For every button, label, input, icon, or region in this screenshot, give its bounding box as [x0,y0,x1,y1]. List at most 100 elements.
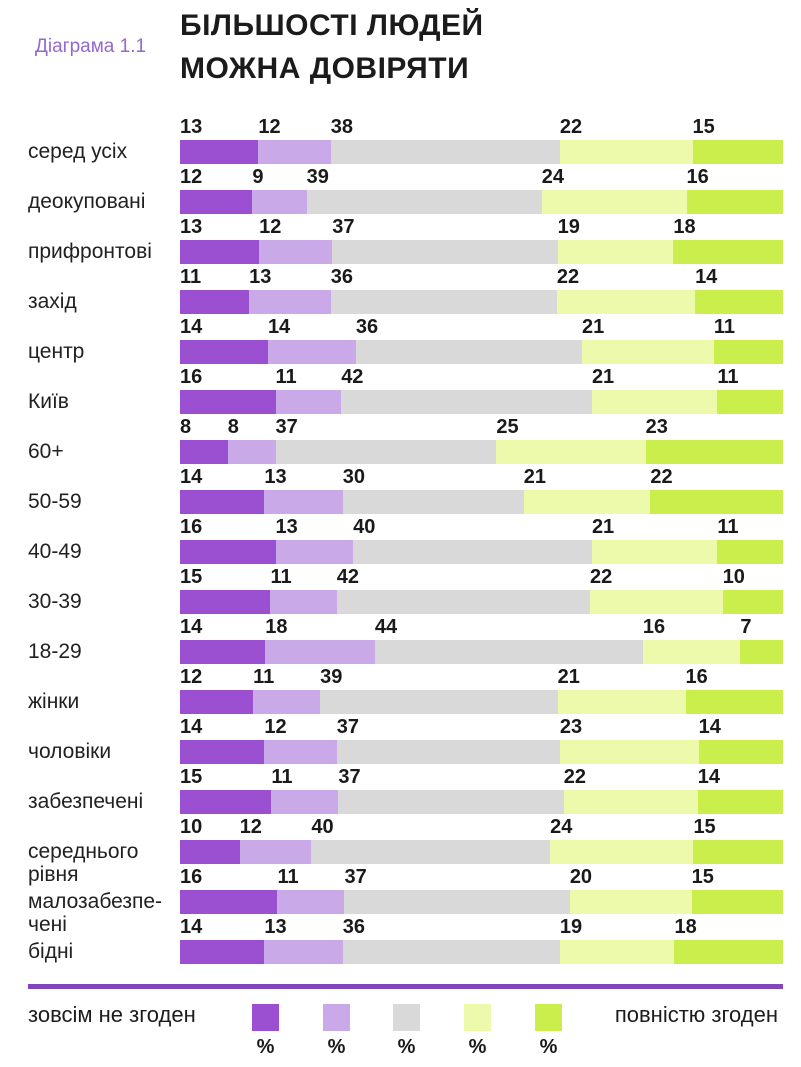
value-label: 20 [569,866,593,888]
value-label: 30 [342,466,366,488]
row-label: бідні [28,940,74,963]
bar-segment-2 [252,190,307,214]
bar-segment-2 [227,440,276,464]
value-label: 15 [180,566,203,588]
bar-segment-4 [582,340,714,364]
chart-row-6: Київ 16 11 42 21 11 [0,365,801,415]
value-label: 18 [265,616,288,638]
value-label: 39 [306,166,329,188]
bar-segment-2 [270,590,337,614]
bar-segment-3 [342,490,524,514]
value-label: 12 [258,116,281,138]
bar-segment-4 [591,390,718,414]
row-label: прифронтові [28,240,152,263]
value-label: 36 [330,266,353,288]
value-label: 15 [691,866,714,888]
value-label: 21 [557,666,580,688]
chart-row-7: 60+ 8 8 37 25 23 [0,415,801,465]
stacked-bar [180,940,783,964]
value-label: 42 [336,566,360,588]
bar-segment-3 [338,790,564,814]
value-label: 12 [180,666,203,688]
bar-segment-2 [265,640,375,664]
value-label: 13 [249,266,272,288]
bar-segment-2 [264,740,337,764]
bar-segment-4 [541,190,687,214]
value-label: 16 [685,666,708,688]
value-label: 21 [591,516,615,538]
legend-percent-label: % [468,1036,487,1058]
bar-segment-3 [355,340,582,364]
value-label: 14 [698,716,721,738]
stacked-bar [180,290,783,314]
value-label: 37 [332,216,355,238]
stacked-bar [180,790,783,814]
value-label: 44 [374,616,398,638]
value-label: 22 [559,116,583,138]
bar-segment-1 [180,790,272,814]
stacked-bar [180,890,783,914]
value-label: 14 [180,616,203,638]
stacked-bar [180,340,783,364]
value-label: 25 [496,416,519,438]
row-value-labels: 14 13 30 21 22 [180,465,783,489]
value-label: 14 [267,316,291,338]
bar-segment-3 [336,740,560,764]
value-label: 36 [355,316,379,338]
bar-segment-5 [686,190,783,214]
bar-segment-3 [336,590,591,614]
bar-segment-5 [674,940,783,964]
stacked-bar [180,590,783,614]
value-label: 12 [259,216,282,238]
legend-swatch-4 [464,1004,491,1031]
bar-segment-1 [180,690,254,714]
value-label: 11 [713,316,736,338]
value-label: 9 [252,166,264,188]
bar-segment-3 [374,640,643,664]
bar-segment-3 [332,240,558,264]
bar-segment-5 [717,540,783,564]
value-label: 22 [563,766,586,788]
value-label: 12 [264,716,287,738]
legend-swatch-2 [323,1004,350,1031]
row-label: середнього рівня [28,840,139,886]
row-label: забезпечені [28,790,144,813]
bar-segment-1 [180,740,265,764]
chart-row-3: прифронтові 13 12 37 19 18 [0,215,801,265]
value-label: 18 [674,916,697,938]
value-label: 11 [717,366,739,388]
stacked-bar [180,640,783,664]
row-label: жінки [28,690,80,713]
bar-segment-3 [330,140,560,164]
value-label: 14 [180,466,203,488]
bar-segment-2 [275,540,354,564]
row-value-labels: 16 11 42 21 11 [180,365,783,389]
bar-segment-5 [692,140,783,164]
value-label: 21 [523,466,546,488]
bar-segment-4 [591,540,718,564]
bar-segment-1 [180,440,228,464]
legend-percent-label: % [327,1036,346,1058]
bar-segment-5 [695,290,783,314]
legend-swatch-3 [393,1004,420,1031]
bar-segment-4 [523,490,651,514]
value-label: 40 [311,816,334,838]
bar-segment-1 [180,140,259,164]
bar-segment-5 [740,640,783,664]
value-label: 11 [253,666,275,688]
value-label: 22 [590,566,613,588]
bar-segment-4 [642,640,741,664]
value-label: 11 [270,566,292,588]
diagram-tag: Діаграма 1.1 [35,36,147,57]
bar-segment-2 [264,490,343,514]
bar-segment-2 [249,290,331,314]
bar-segment-1 [180,840,240,864]
value-label: 24 [541,166,565,188]
value-label: 13 [275,516,298,538]
stacked-bar [180,490,783,514]
bar-segment-5 [698,740,783,764]
bar-segment-5 [717,390,783,414]
row-label: 60+ [28,440,64,463]
row-value-labels: 11 13 36 22 14 [180,265,783,289]
value-label: 18 [673,216,696,238]
